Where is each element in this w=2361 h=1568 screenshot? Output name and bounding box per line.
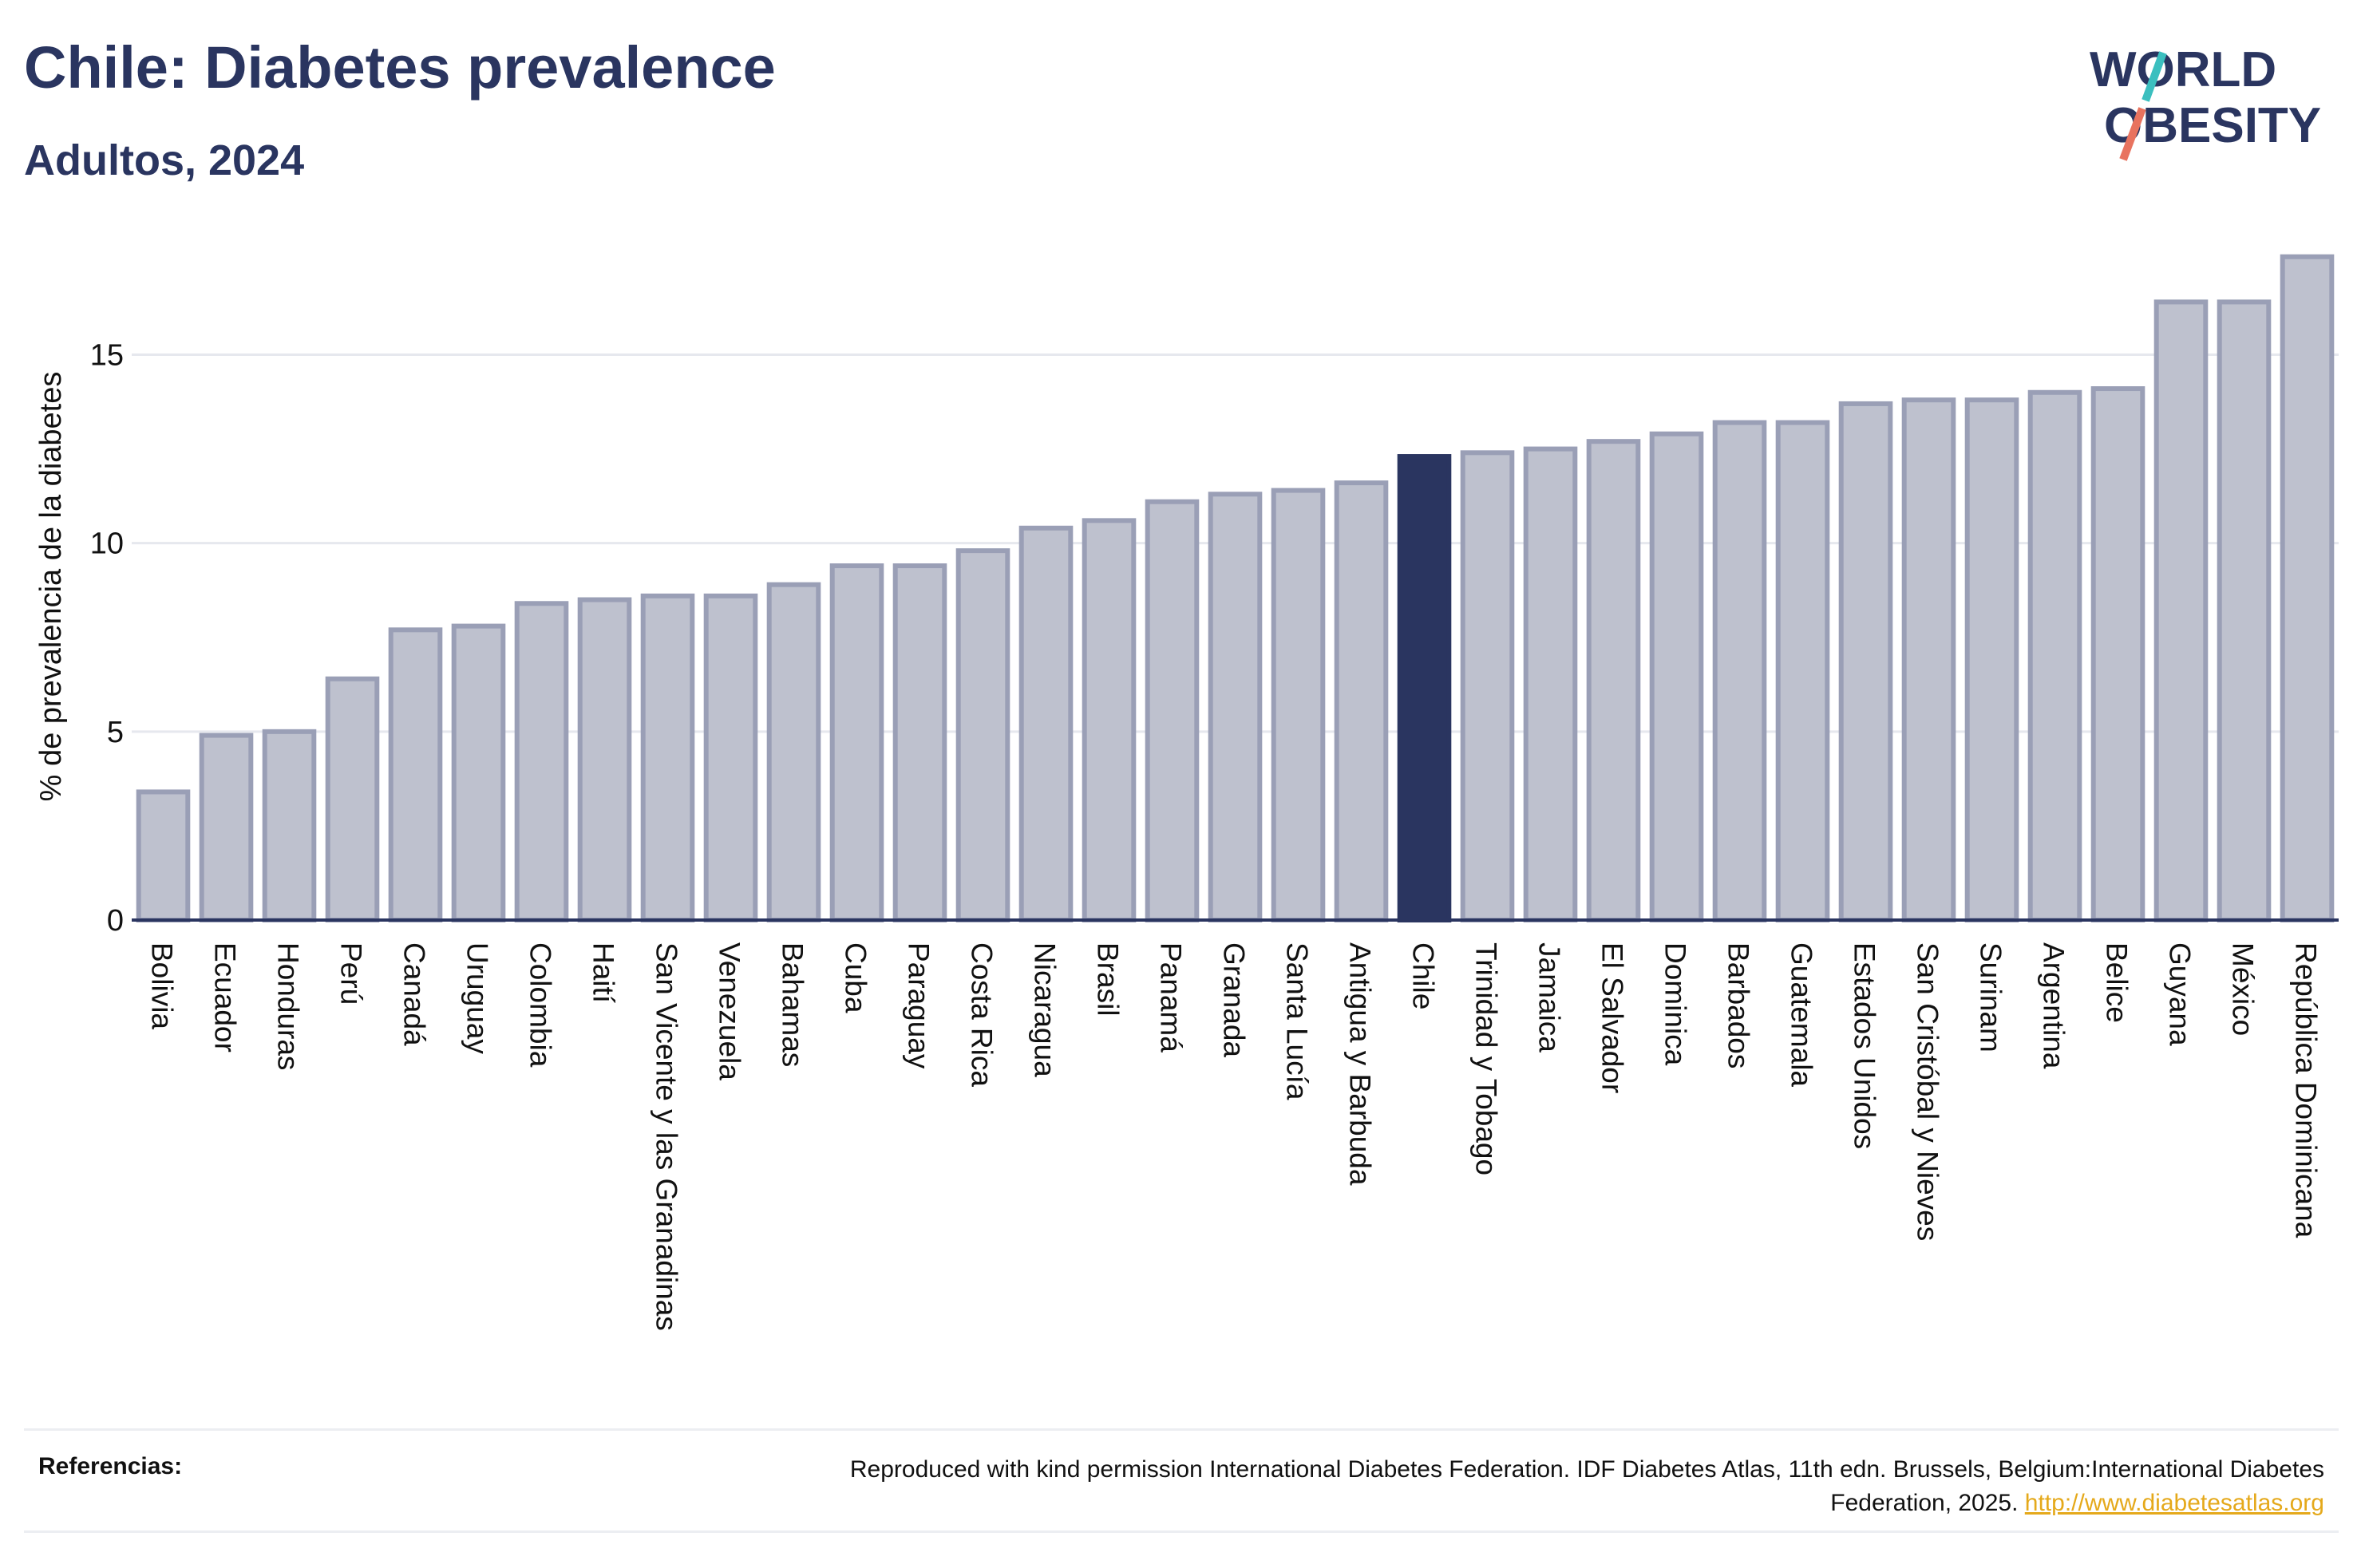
x-tick-label: Trinidad y Tobago xyxy=(1470,942,1503,1175)
x-tick-label: Dominica xyxy=(1659,942,1692,1066)
x-tick-labels: Bolivia Ecuador Honduras Perú Canadá Uruguay C… xyxy=(146,942,2323,1331)
references-citation: Reproduced with kind permission Internat… xyxy=(849,1456,2324,1516)
bar xyxy=(2027,389,2082,922)
bar xyxy=(703,593,758,922)
bar xyxy=(892,563,947,922)
bar xyxy=(2280,254,2335,923)
bar xyxy=(136,789,191,922)
bar xyxy=(1838,401,1893,922)
x-tick-label: Estados Unidos xyxy=(1849,942,1881,1149)
logo-slash-red xyxy=(2119,107,2146,161)
bar xyxy=(1775,420,1830,922)
chart-title: Chile: Diabetes prevalence xyxy=(24,34,776,101)
bar xyxy=(325,676,380,922)
x-tick-label: Bahamas xyxy=(777,942,809,1067)
bar xyxy=(199,733,254,922)
x-tick-label: Argentina xyxy=(2038,942,2070,1069)
references-footer: Referencias: Reproduced with kind permis… xyxy=(24,1428,2339,1533)
bar xyxy=(1082,518,1137,922)
bar xyxy=(2217,299,2272,922)
y-tick-labels: 0 5 10 15 xyxy=(90,339,124,938)
bar xyxy=(640,593,695,922)
x-tick-label: Honduras xyxy=(272,942,305,1070)
x-tick-label: México xyxy=(2227,942,2260,1036)
x-tick-label: Nicaragua xyxy=(1029,942,1062,1077)
x-tick-label: Costa Rica xyxy=(966,942,999,1087)
bar xyxy=(1271,488,1326,922)
bar xyxy=(766,582,821,922)
bar xyxy=(1964,397,2019,923)
logo-slash-teal xyxy=(2142,51,2167,102)
references-label: Referencias: xyxy=(38,1453,183,1479)
bar xyxy=(1018,525,1074,922)
x-tick-label: Antigua y Barbuda xyxy=(1344,942,1377,1186)
bar xyxy=(2090,386,2145,923)
y-tick-label: 0 xyxy=(107,904,124,938)
x-tick-label: Belice xyxy=(2101,942,2134,1023)
bar-chart: 0 5 10 15 Bolivia Ecuador Honduras Perú Canadá U… xyxy=(34,254,2339,1331)
x-tick-label: Haití xyxy=(587,942,620,1004)
x-tick-label: Guatemala xyxy=(1786,942,1818,1087)
bar xyxy=(2153,299,2209,922)
chart-subtitle: Adultos, 2024 xyxy=(24,136,305,184)
bar xyxy=(829,563,884,922)
x-tick-label: Venezuela xyxy=(714,942,746,1080)
bar xyxy=(1901,397,1956,923)
x-tick-label: Chile xyxy=(1407,942,1440,1009)
x-tick-label: San Cristóbal y Nieves xyxy=(1912,942,1944,1241)
bar xyxy=(451,623,506,922)
x-tick-label: Jamaica xyxy=(1533,942,1566,1053)
x-tick-label: Uruguay xyxy=(461,942,494,1054)
bar xyxy=(577,597,632,922)
bar xyxy=(262,729,317,922)
bar xyxy=(1649,431,1704,922)
x-tick-label: Surinam xyxy=(1975,942,2007,1053)
x-tick-label: Brasil xyxy=(1092,942,1125,1017)
references-text: Reproduced with kind permission Internat… xyxy=(728,1453,2324,1520)
x-tick-label: Bolivia xyxy=(146,942,179,1029)
x-tick-label: Canadá xyxy=(398,942,431,1046)
y-tick-label: 10 xyxy=(90,527,124,561)
y-axis-label: % de prevalencia de la diabetes xyxy=(34,372,68,802)
x-tick-label: San Vicente y las Granadinas xyxy=(651,942,683,1331)
x-tick-label: El Salvador xyxy=(1596,942,1629,1093)
logo-line2: OBESITY xyxy=(2104,98,2321,153)
x-tick-label: República Dominicana xyxy=(2290,942,2323,1238)
logo-line1: WORLD xyxy=(2090,42,2276,97)
x-tick-label: Cuba xyxy=(840,942,872,1013)
bar xyxy=(1586,439,1641,922)
bars xyxy=(136,254,2335,923)
y-tick-label: 15 xyxy=(90,339,124,373)
bar xyxy=(1334,480,1389,922)
bar xyxy=(514,601,569,922)
bar xyxy=(388,627,443,923)
references-link[interactable]: http://www.diabetesatlas.org xyxy=(2024,1490,2324,1516)
bar-highlight xyxy=(1397,454,1452,922)
bar xyxy=(1145,499,1200,922)
bar xyxy=(955,548,1010,922)
bar xyxy=(1523,446,1578,922)
x-tick-label: Granada xyxy=(1218,942,1251,1057)
x-tick-label: Ecuador xyxy=(209,942,242,1053)
bar xyxy=(1208,492,1263,922)
x-tick-label: Colombia xyxy=(524,942,557,1068)
y-tick-label: 5 xyxy=(107,716,124,749)
bar xyxy=(1712,420,1767,922)
x-tick-label: Santa Lucía xyxy=(1281,942,1314,1100)
x-tick-label: Perú xyxy=(335,942,368,1005)
x-tick-label: Guyana xyxy=(2164,942,2197,1046)
bar xyxy=(1460,450,1515,922)
world-obesity-logo: WORLD OBESITY xyxy=(2090,42,2321,161)
x-tick-label: Barbados xyxy=(1722,942,1755,1068)
x-tick-label: Panamá xyxy=(1155,942,1188,1053)
x-tick-label: Paraguay xyxy=(903,942,935,1069)
